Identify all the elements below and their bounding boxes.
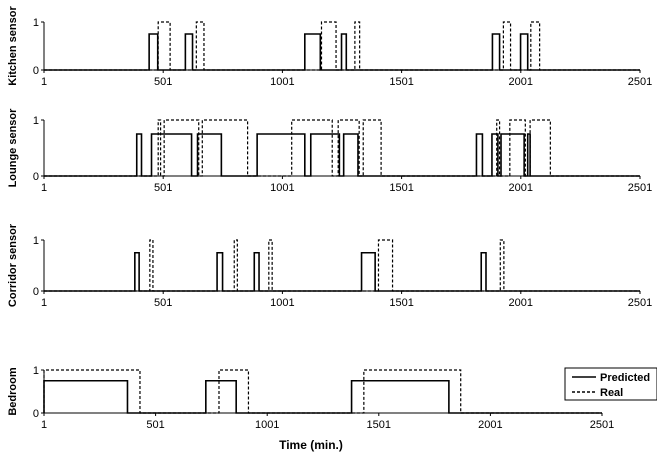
lounge-y-axis-title: Lounge sensor (7, 108, 19, 188)
bedroom-x-tick-label: 1501 (367, 419, 391, 431)
kitchen-real-series (44, 21, 640, 71)
bedroom-real-series (43, 369, 602, 414)
corridor-x-tick-label: 2001 (509, 297, 533, 309)
bedroom-x-tick-label: 2501 (590, 419, 614, 431)
bedroom-x-tick-label: 1001 (255, 419, 279, 431)
kitchen-y-tick-label: 0 (33, 65, 39, 77)
kitchen-x-tick-label: 1 (41, 76, 47, 88)
bedroom-x-tick-label: 1 (41, 419, 47, 431)
legend-box (564, 367, 657, 401)
lounge-real-series (44, 119, 640, 177)
kitchen-x-tick-label: 2001 (509, 76, 533, 88)
bedroom-y-tick-label: 0 (33, 408, 39, 420)
lounge-y-tick-label: 0 (33, 171, 39, 183)
corridor-x-tick-label: 1001 (270, 297, 294, 309)
legend-real-label: Real (600, 387, 623, 399)
lounge-x-tick-label: 2501 (628, 182, 652, 194)
lounge-y-tick-label: 1 (33, 115, 39, 127)
kitchen-x-tick-label: 2501 (628, 76, 652, 88)
legend-predicted-label: Predicted (600, 372, 650, 384)
corridor-real-series (44, 239, 640, 292)
bedroom-x-tick-label: 501 (146, 419, 164, 431)
corridor-x-tick-label: 1501 (389, 297, 413, 309)
lounge-predicted-series (44, 133, 640, 177)
corridor-predicted-series (44, 251, 640, 292)
corridor-x-tick-label: 1 (41, 297, 47, 309)
bedroom-y-axis-title: Bedroom (7, 367, 19, 416)
lounge-x-tick-label: 501 (154, 182, 172, 194)
corridor-x-tick-label: 2501 (628, 297, 652, 309)
bedroom-x-tick-label: 2001 (478, 419, 502, 431)
corridor-x-tick-label: 501 (154, 297, 172, 309)
lounge-x-tick-label: 2001 (509, 182, 533, 194)
kitchen-x-tick-label: 1001 (270, 76, 294, 88)
lounge-x-tick-label: 1 (41, 182, 47, 194)
kitchen-y-axis-title: Kitchen sensor (7, 6, 19, 86)
kitchen-y-tick-label: 1 (33, 17, 39, 29)
corridor-y-tick-label: 1 (33, 235, 39, 247)
bedroom-y-tick-label: 1 (33, 365, 39, 377)
kitchen-predicted-series (44, 33, 640, 71)
kitchen-x-tick-label: 501 (154, 76, 172, 88)
lounge-x-tick-label: 1001 (270, 182, 294, 194)
lounge-x-tick-label: 1501 (389, 182, 413, 194)
bedroom-predicted-series (43, 379, 602, 414)
legend: Predicted Real (564, 367, 657, 401)
kitchen-x-tick-label: 1501 (389, 76, 413, 88)
corridor-y-axis-title: Corridor sensor (7, 223, 19, 307)
corridor-y-tick-label: 0 (33, 286, 39, 298)
x-axis-title: Time (min.) (279, 438, 343, 452)
